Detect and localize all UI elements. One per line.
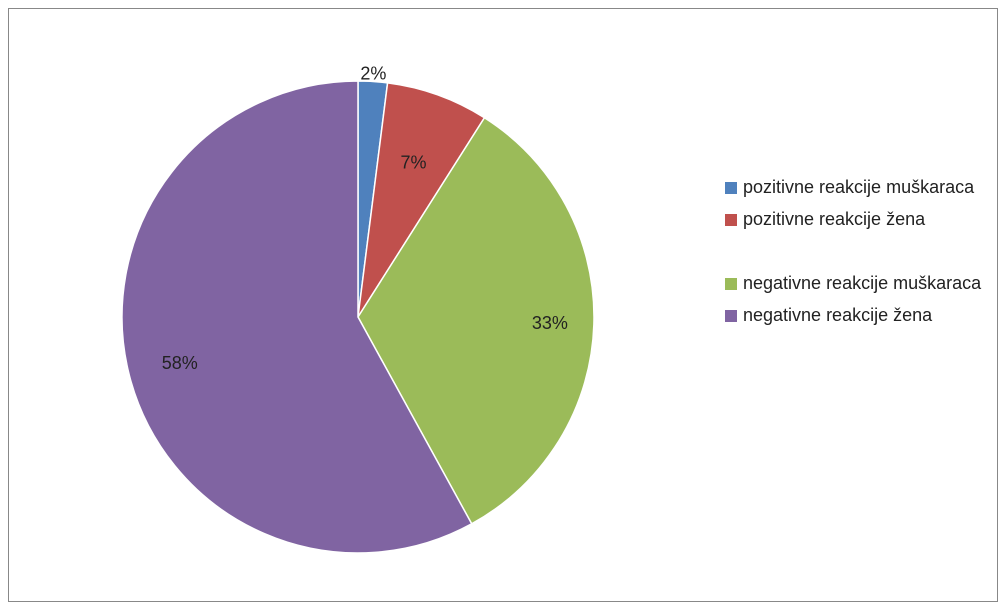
pie-slice-positive-women [357,82,486,318]
legend-swatch-positive-women [725,214,737,226]
data-label-positive-women: 7% [401,153,427,173]
data-label-negative-men: 33% [532,313,568,333]
legend-item-positive-women: pozitivne reakcije žena [721,206,1001,232]
chart-area: 2% 7% 33% 58% pozitivne reakcije muškaraca … [8,8,998,602]
pie-slice-negative-men [357,116,595,525]
legend-label-negative-men: negativne reakcije muškaraca [743,273,982,293]
pie-slice-negative-women [121,80,473,554]
legend-item-positive-men: pozitivne reakcije muškaraca [721,174,1001,200]
data-label-positive-men: 2% [360,63,386,83]
legend-swatch-negative-men [725,278,737,290]
data-label-negative-women: 58% [162,353,198,373]
legend-item-negative-women: negativne reakcije žena [721,302,1001,328]
pie-chart: 2% 7% 33% 58% [121,63,595,554]
legend-swatch-positive-men [725,182,737,194]
legend-item-negative-men: negativne reakcije muškaraca [721,270,1001,296]
legend-label-positive-men: pozitivne reakcije muškaraca [743,177,975,197]
legend: pozitivne reakcije muškaraca pozitivne r… [721,174,1001,328]
legend-label-positive-women: pozitivne reakcije žena [743,209,926,229]
legend-swatch-negative-women [725,310,737,322]
legend-label-negative-women: negativne reakcije žena [743,305,933,325]
